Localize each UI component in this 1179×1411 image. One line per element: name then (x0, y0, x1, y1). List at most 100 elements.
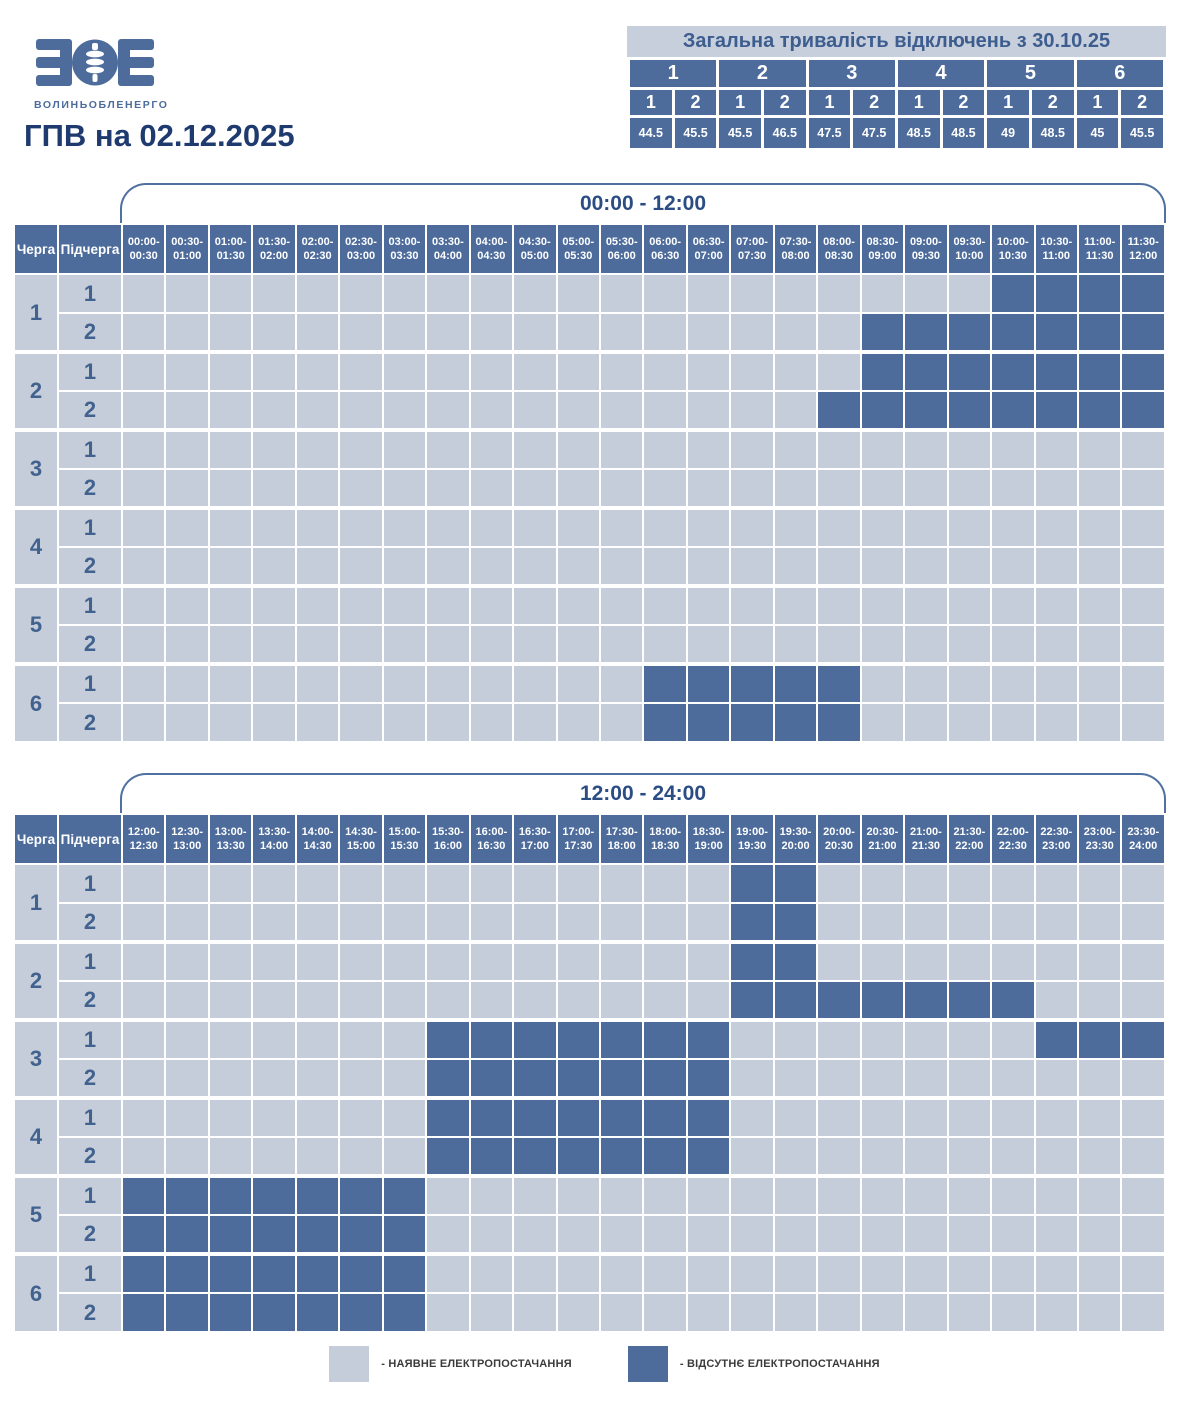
time-slot-header: 21:00- 21:30 (903, 813, 949, 865)
slot-power-on-cell (512, 1214, 558, 1255)
slot-power-on-cell (816, 1174, 862, 1216)
slot-power-on-cell (164, 980, 210, 1021)
time-slot-header: 11:00- 11:30 (1076, 223, 1123, 275)
slot-power-off-cell (1120, 1018, 1166, 1060)
slot-power-off-cell (1033, 390, 1079, 431)
slot-power-off-cell (816, 980, 862, 1021)
slot-power-on-cell (512, 468, 558, 509)
slot-power-off-cell (729, 940, 775, 982)
time-slot-header: 12:00- 12:30 (120, 813, 167, 865)
slot-power-on-cell (294, 980, 341, 1021)
slot-power-on-cell (468, 940, 515, 982)
slot-power-on-cell (164, 506, 210, 548)
subqueue-label: 2 (57, 624, 123, 665)
slot-power-on-cell (207, 624, 254, 665)
subqueue-label: 1 (57, 273, 123, 314)
time-slot-header: 05:00- 05:30 (555, 223, 601, 275)
slot-power-on-cell (512, 902, 558, 943)
slot-power-off-cell (859, 350, 906, 392)
slot-power-off-cell (685, 1136, 732, 1177)
slot-power-on-cell (555, 662, 601, 704)
slot-power-on-cell (425, 662, 471, 704)
slot-power-on-cell (859, 468, 906, 509)
time-slot-header: 19:30- 20:00 (772, 813, 819, 865)
summary-grid: 1 2 3 4 5 6 1 2 1 2 1 2 1 2 1 2 1 2 44.5 45.5 45.5 46.5 47.5 47… (627, 57, 1166, 151)
slot-power-on-cell (598, 350, 645, 392)
slot-power-on-cell (164, 1058, 210, 1099)
time-slot-header: 11:30- 12:00 (1120, 223, 1166, 275)
slot-power-on-cell (729, 1174, 775, 1216)
slot-power-on-cell (1120, 1214, 1166, 1255)
slot-power-on-cell (642, 390, 688, 431)
slot-power-on-cell (816, 506, 862, 548)
slot-power-off-cell (120, 1174, 167, 1216)
slot-power-on-cell (1120, 980, 1166, 1021)
slot-power-on-cell (294, 940, 341, 982)
slot-power-off-cell (251, 1292, 297, 1333)
slot-power-on-cell (207, 273, 254, 314)
slot-power-on-cell (512, 273, 558, 314)
time-slot-header: 14:30- 15:00 (338, 813, 384, 865)
slot-power-on-cell (685, 350, 732, 392)
slot-power-on-cell (381, 428, 428, 470)
slot-power-on-cell (685, 390, 732, 431)
slot-power-on-cell (338, 584, 384, 626)
slot-power-on-cell (729, 1136, 775, 1177)
summary-hours-value: 46.5 (763, 118, 806, 148)
time-slot-header: 14:00- 14:30 (294, 813, 341, 865)
subqueue-label: 1 (57, 662, 123, 704)
slot-power-off-cell (381, 1174, 428, 1216)
slot-power-on-cell (164, 390, 210, 431)
slot-power-on-cell (990, 1252, 1036, 1294)
slot-power-on-cell (598, 1252, 645, 1294)
slot-power-on-cell (816, 1136, 862, 1177)
slot-power-on-cell (294, 624, 341, 665)
slot-power-off-cell (598, 1136, 645, 1177)
slot-power-on-cell (642, 350, 688, 392)
period-label-morning: 00:00 - 12:00 (579, 192, 707, 215)
slot-power-on-cell (990, 1096, 1036, 1138)
summary-hours-value: 47.5 (808, 118, 851, 148)
slot-power-on-cell (903, 506, 949, 548)
slot-power-on-cell (338, 662, 384, 704)
slot-power-on-cell (207, 1018, 254, 1060)
subqueue-label: 2 (57, 1292, 123, 1333)
slot-power-on-cell (120, 273, 167, 314)
slot-power-off-cell (772, 980, 819, 1021)
slot-power-off-cell (512, 1018, 558, 1060)
slot-power-on-cell (859, 506, 906, 548)
slot-power-on-cell (555, 390, 601, 431)
slot-power-off-cell (642, 1096, 688, 1138)
slot-power-on-cell (859, 428, 906, 470)
slot-power-on-cell (251, 584, 297, 626)
slot-power-on-cell (642, 312, 688, 353)
summary-hours-value: 48.5 (942, 118, 985, 148)
slot-power-off-cell (816, 390, 862, 431)
slot-power-off-cell (859, 390, 906, 431)
slot-power-on-cell (685, 506, 732, 548)
slot-power-on-cell (685, 624, 732, 665)
slot-power-on-cell (381, 702, 428, 743)
time-slot-header: 17:00- 17:30 (555, 813, 601, 865)
slot-power-on-cell (425, 350, 471, 392)
subqueue-label: 2 (57, 1214, 123, 1255)
slot-power-on-cell (729, 584, 775, 626)
slot-power-on-cell (425, 506, 471, 548)
slot-power-on-cell (164, 902, 210, 943)
slot-power-on-cell (1120, 1096, 1166, 1138)
slot-power-on-cell (251, 902, 297, 943)
slot-power-on-cell (598, 980, 645, 1021)
slot-power-off-cell (685, 1058, 732, 1099)
time-slot-header: 23:30- 24:00 (1120, 813, 1166, 865)
slot-power-on-cell (903, 468, 949, 509)
slot-power-on-cell (1120, 1136, 1166, 1177)
time-slot-header: 20:00- 20:30 (816, 813, 862, 865)
slot-power-on-cell (381, 506, 428, 548)
slot-power-on-cell (1076, 428, 1123, 470)
slot-power-off-cell (294, 1292, 341, 1333)
slot-power-on-cell (294, 350, 341, 392)
slot-power-on-cell (990, 702, 1036, 743)
slot-power-on-cell (642, 584, 688, 626)
legend-item-absent: - ВІДСУТНЄ ЕЛЕКТРОПОСТАЧАННЯ (627, 1346, 880, 1382)
queue-label: 6 (13, 662, 59, 743)
